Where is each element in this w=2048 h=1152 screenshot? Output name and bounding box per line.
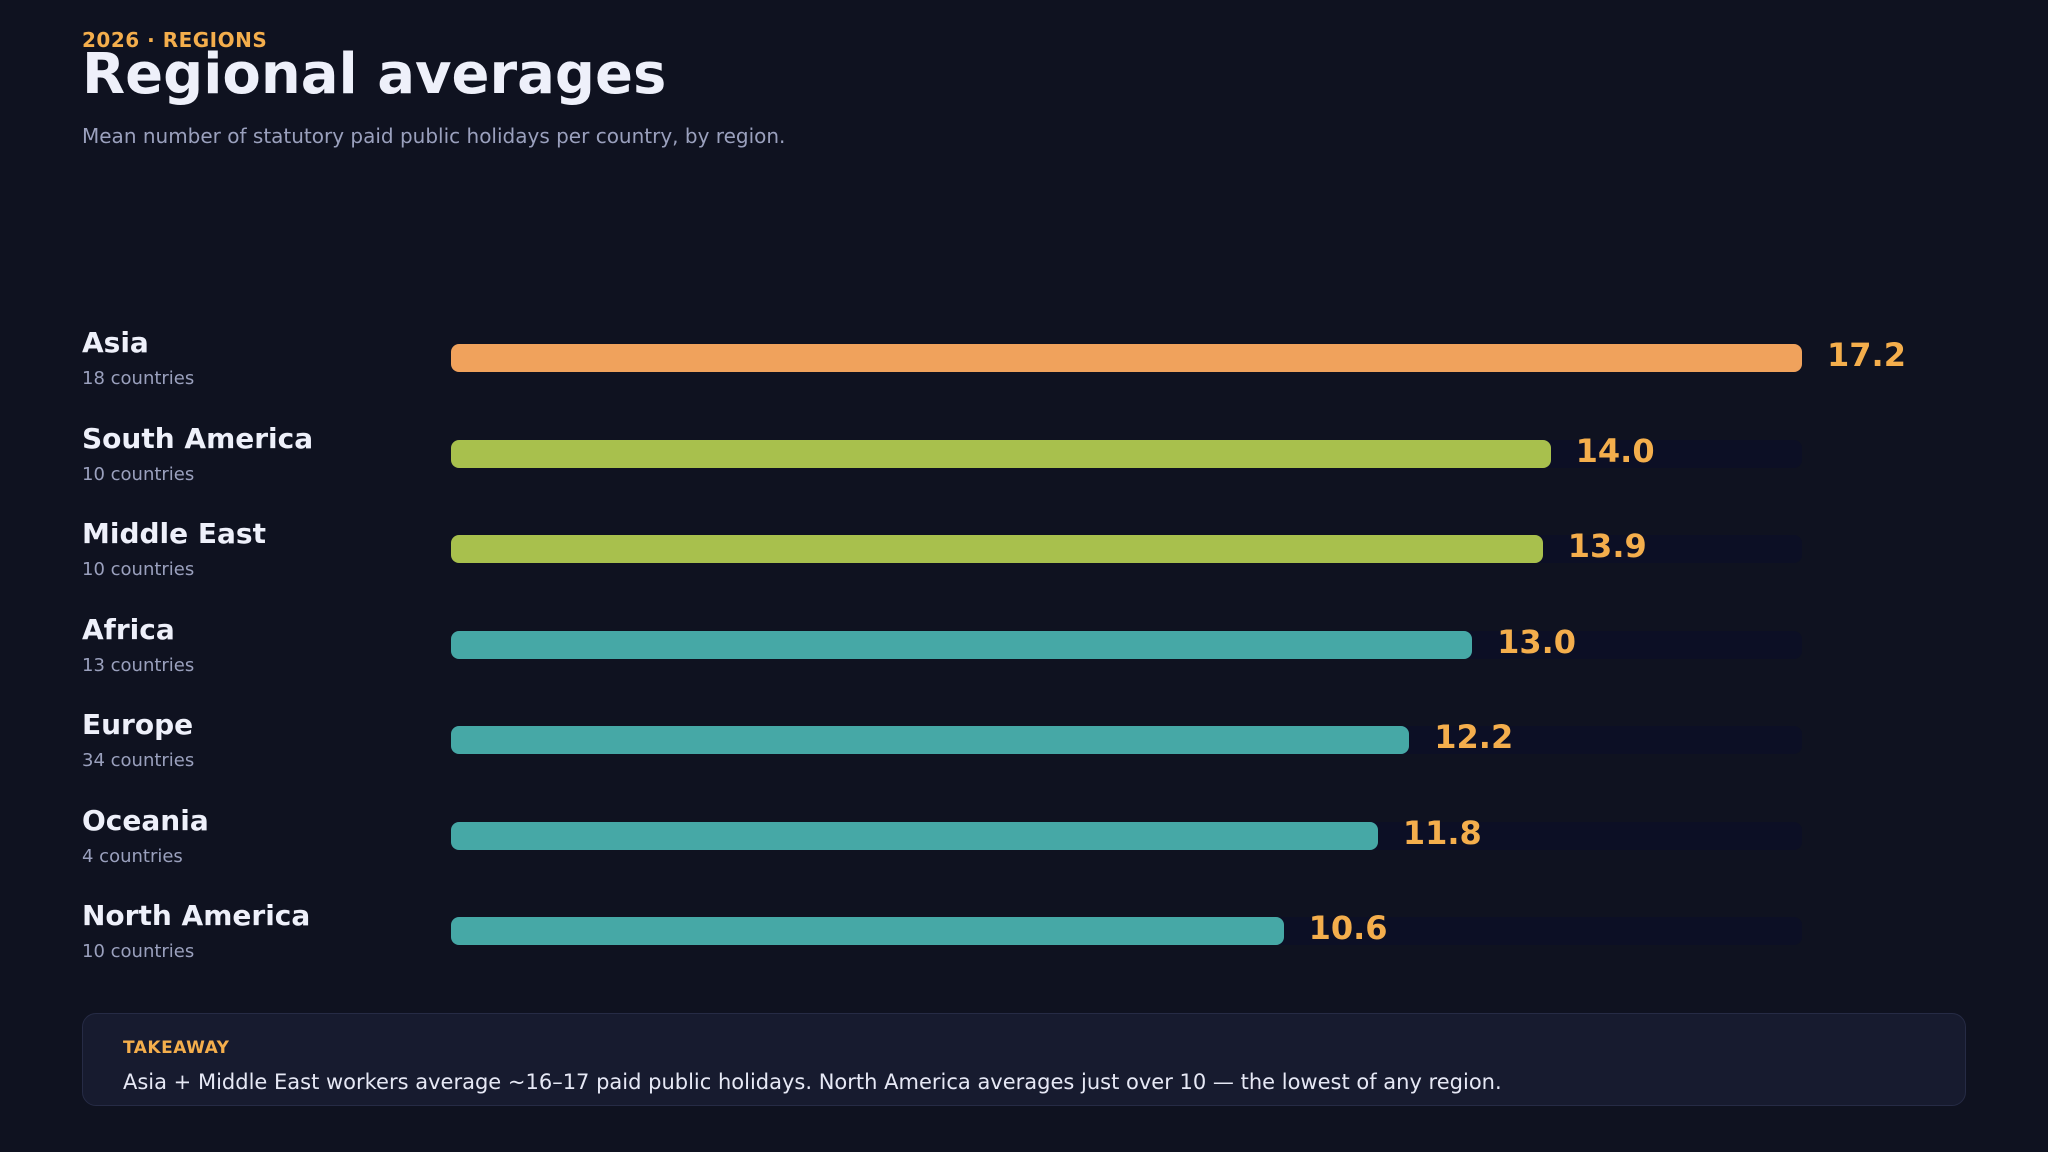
value-label: 12.2 [1434,718,1514,756]
value-label: 10.6 [1308,909,1388,947]
bar-track [451,439,1802,468]
region-label: Oceania [82,803,209,837]
country-count: 10 countries [82,559,195,580]
country-count: 34 countries [82,750,195,771]
chart-row: Asia 18 countries 17.2 [0,326,2048,416]
chart-row: Africa 13 countries 13.0 [0,613,2048,703]
chart-row: South America 10 countries 14.0 [0,422,2048,512]
region-label: South America [82,421,314,455]
country-count: 18 countries [82,368,195,389]
region-label: Middle East [82,517,266,550]
page-title: Regional averages [82,42,667,107]
country-count: 4 countries [82,845,183,867]
bar-track [451,535,1802,563]
takeaway-label: TAKEAWAY [123,1038,230,1058]
chart-row: North America 10 countries 10.6 [0,899,2048,989]
chart-row: Europe 34 countries 12.2 [0,708,2048,798]
chart-row: Middle East 10 countries 13.9 [0,517,2048,607]
bar-track [451,917,1802,945]
region-label: Europe [82,708,194,741]
country-count: 10 countries [82,463,195,485]
value-label: 13.0 [1497,622,1577,661]
value-label: 13.9 [1567,527,1647,565]
bar-track [451,344,1802,372]
region-label: Africa [82,612,175,646]
region-label: North America [82,899,311,932]
bar [451,344,1802,372]
page-subtitle: Mean number of statutory paid public hol… [82,124,786,148]
value-label: 17.2 [1827,336,1906,374]
country-count: 10 countries [82,941,195,962]
eyebrow-label: 2026 · REGIONS [82,28,268,52]
bar-track [451,821,1802,850]
bar-track [451,630,1802,659]
bar [451,535,1543,563]
bar [451,630,1473,659]
country-count: 13 countries [82,654,195,676]
bar [451,821,1378,850]
bar [451,439,1551,468]
value-label: 14.0 [1575,431,1655,470]
takeaway-card: TAKEAWAY Asia + Middle East workers aver… [82,1013,1966,1106]
takeaway-text: Asia + Middle East workers average ~16–1… [123,1070,1502,1094]
chart-row: Oceania 4 countries 11.8 [0,804,2048,894]
region-label: Asia [82,326,149,359]
bar-track [451,726,1802,754]
value-label: 11.8 [1402,813,1482,852]
bar [451,917,1284,945]
bar [451,726,1410,754]
